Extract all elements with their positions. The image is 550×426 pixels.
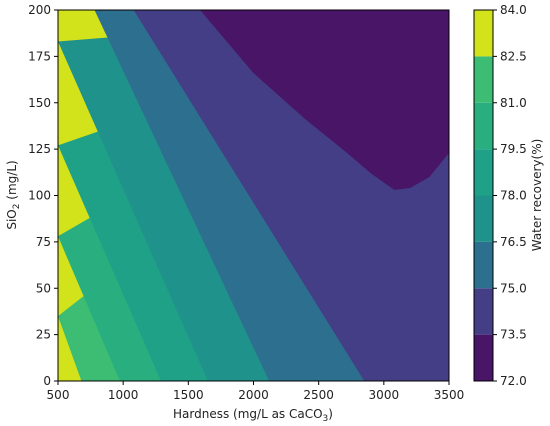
y-axis: 0 25 50 75 100 125 150 175 200: [28, 3, 58, 388]
colorbar-tick-label: 84.0: [500, 3, 527, 17]
x-tick-label: 2500: [303, 388, 334, 402]
colorbar-label: Water recovery(%): [530, 139, 544, 252]
x-tick-label: 1000: [108, 388, 139, 402]
y-tick-label: 150: [28, 96, 51, 110]
y-tick-label: 100: [28, 189, 51, 203]
colorbar-tick-label: 82.5: [500, 49, 527, 63]
colorbar-swatch: [474, 241, 493, 289]
colorbar-tick-label: 78.0: [500, 189, 527, 203]
x-axis: 500 1000 1500 2000 2500 3000 3500: [47, 381, 465, 402]
colorbar-swatch: [474, 102, 493, 150]
colorbar-swatch: [474, 288, 493, 335]
colorbar-tick-label: 79.5: [500, 142, 527, 156]
colorbar-swatch: [474, 334, 493, 381]
y-tick-label: 50: [36, 281, 51, 295]
x-axis-label: Hardness (mg/L as CaCO3): [173, 407, 333, 424]
colorbar-tick-label: 76.5: [500, 235, 527, 249]
colorbar-tick-label: 72.0: [500, 374, 527, 388]
x-tick-label: 500: [47, 388, 70, 402]
y-tick-label: 125: [28, 142, 51, 156]
colorbar-axis: 72.0 73.5 75.0 76.5 78.0 79.5 81.0 82.5 84.0: [493, 3, 527, 388]
plot-area: [58, 10, 449, 381]
colorbar: [474, 10, 493, 381]
x-tick-label: 3500: [434, 388, 465, 402]
contour-band: [200, 10, 449, 190]
y-tick-label: 200: [28, 3, 51, 17]
x-tick-label: 3000: [369, 388, 400, 402]
x-tick-label: 2000: [238, 388, 269, 402]
y-tick-label: 0: [43, 374, 51, 388]
y-tick-label: 175: [28, 49, 51, 63]
colorbar-tick-label: 75.0: [500, 281, 527, 295]
colorbar-tick-label: 73.5: [500, 328, 527, 342]
y-tick-label: 25: [36, 328, 51, 342]
y-axis-label: SiO2 (mg/L): [5, 160, 22, 229]
colorbar-swatch: [474, 10, 493, 57]
colorbar-swatch: [474, 56, 493, 103]
colorbar-tick-label: 81.0: [500, 96, 527, 110]
y-tick-label: 75: [36, 235, 51, 249]
x-tick-label: 1500: [173, 388, 204, 402]
colorbar-swatch: [474, 195, 493, 242]
colorbar-swatch: [474, 149, 493, 196]
